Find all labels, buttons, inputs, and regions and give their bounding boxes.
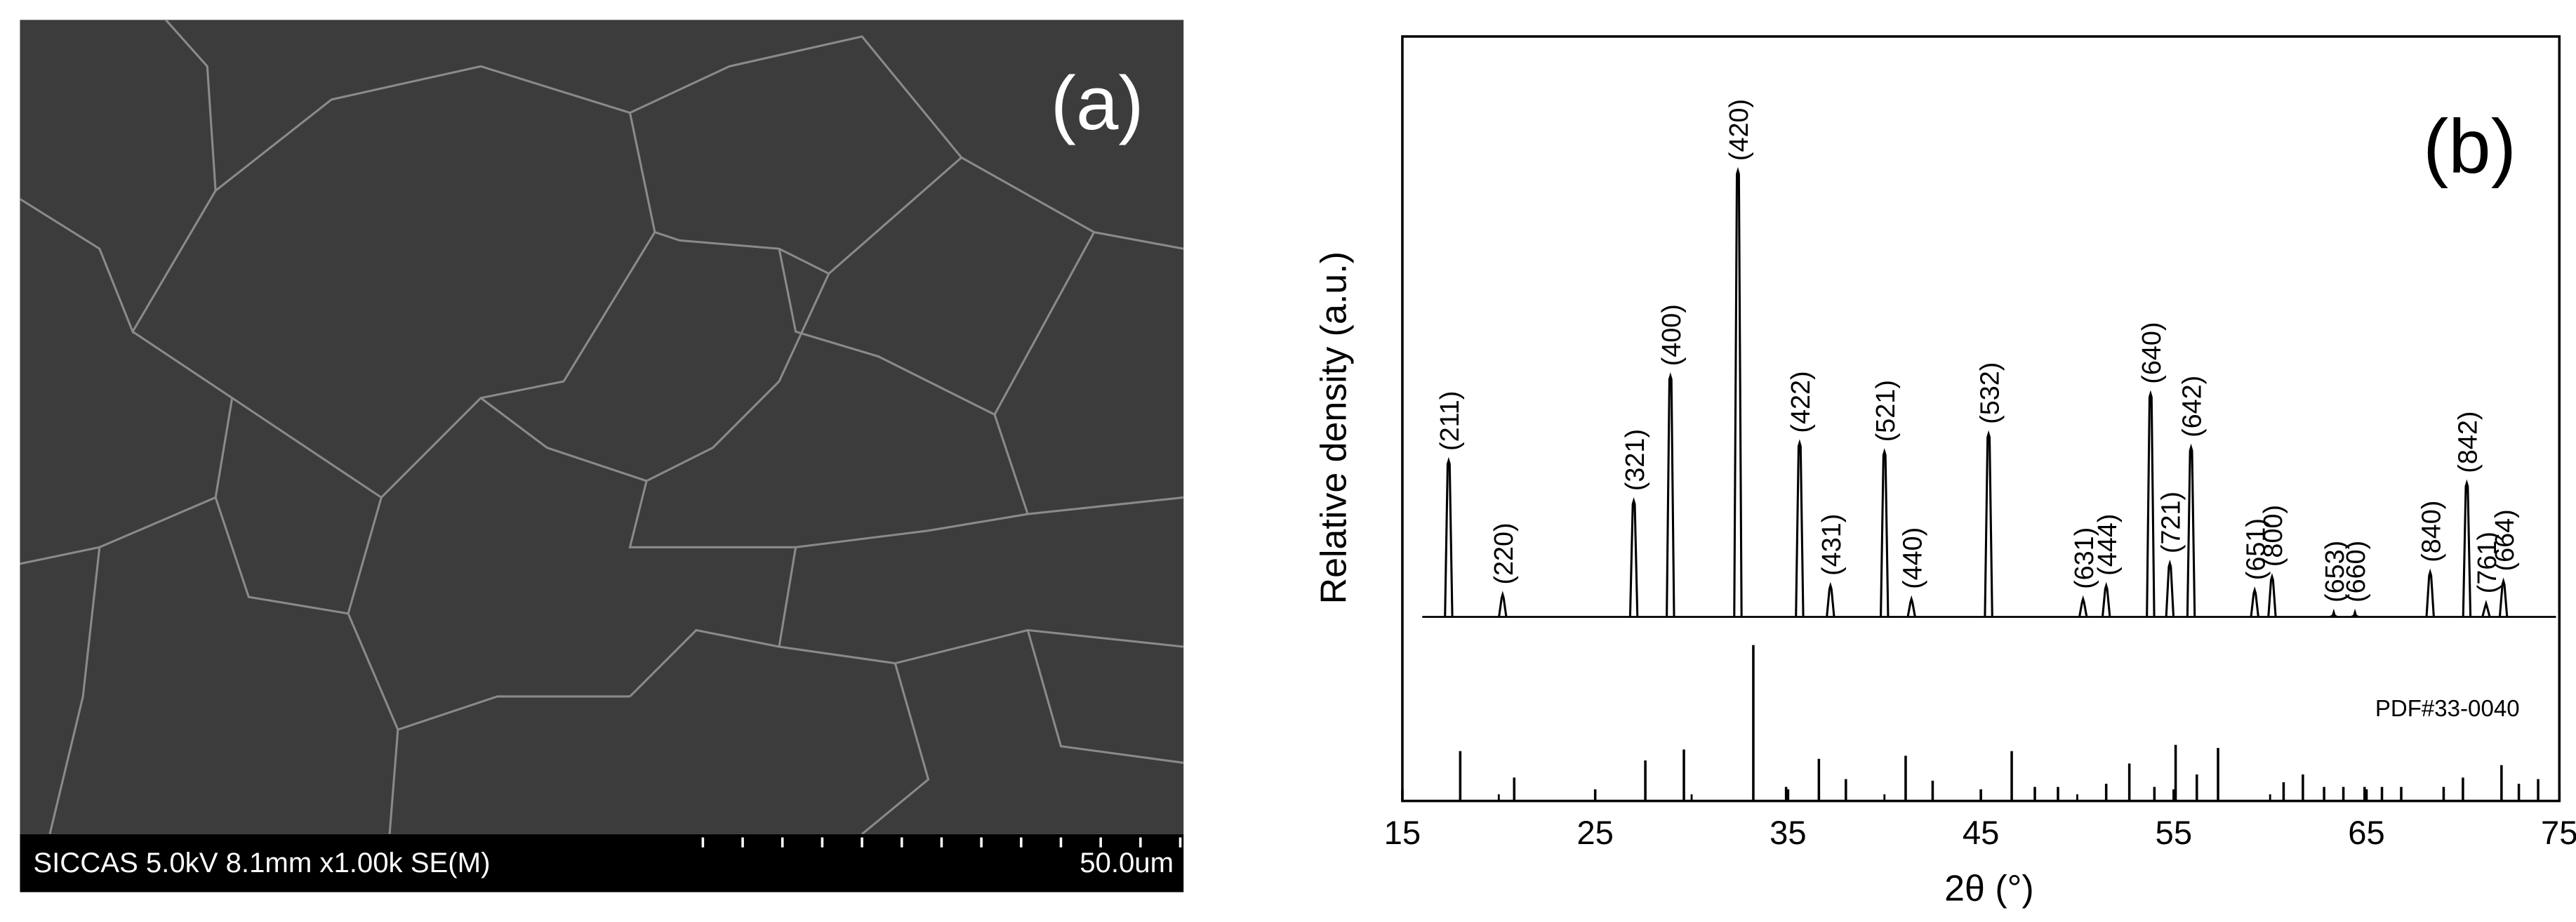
x-tick-label: 75 <box>2541 815 2576 852</box>
xrd-chart: (b) 2θ (°) Relative density (a.u.) PDF#3… <box>1314 35 2576 909</box>
scale-bar <box>701 837 1182 848</box>
x-tick-label: 35 <box>1770 815 1807 852</box>
grain-boundaries <box>19 19 1184 836</box>
peak-label: (721) <box>2157 492 2186 553</box>
peak-label: (800) <box>2259 505 2288 567</box>
panel-label: (b) <box>2423 105 2516 190</box>
peak <box>1826 581 1835 617</box>
x-tick-label: 15 <box>1384 815 1421 852</box>
peak-label: (211) <box>1435 391 1465 451</box>
peak <box>1733 166 1743 617</box>
peak <box>1795 439 1805 617</box>
scale-label: 50.0um <box>1080 847 1174 878</box>
peak <box>2165 559 2175 617</box>
peak <box>1666 372 1675 617</box>
peak-label: (664) <box>2490 509 2520 571</box>
peak-label: (440) <box>1898 527 1927 589</box>
peak-label: (842) <box>2454 411 2483 473</box>
peak-label: (653) <box>2321 541 2350 602</box>
x-tick-label: 25 <box>1576 815 1614 852</box>
sem-background <box>20 20 1184 834</box>
peak <box>2250 586 2259 617</box>
peak <box>2498 577 2509 617</box>
peak <box>2101 581 2111 617</box>
peak <box>2425 568 2435 617</box>
peak <box>2462 479 2472 617</box>
peak-label: (220) <box>1489 522 1519 584</box>
peak <box>2078 595 2088 617</box>
peak <box>2351 608 2359 618</box>
info-bar <box>20 834 1184 893</box>
peak-label: (521) <box>1871 380 1901 442</box>
peak <box>2267 572 2277 617</box>
reference-label: PDF#33-0040 <box>2375 696 2520 722</box>
peak <box>1444 456 1454 617</box>
x-tick-label: 65 <box>2348 815 2385 852</box>
peak <box>1880 448 1890 617</box>
peak <box>1628 496 1639 617</box>
peak <box>2481 600 2491 617</box>
peak-label: (420) <box>1725 99 1754 161</box>
peak-label: (761) <box>2473 532 2502 593</box>
peak-label: (321) <box>1621 429 1650 491</box>
peak-label: (631) <box>2070 527 2099 589</box>
peak-label: (642) <box>2178 376 2207 437</box>
peak-label: (532) <box>1975 362 2005 424</box>
peak <box>2186 443 2196 617</box>
peak <box>1498 591 1508 617</box>
panel-label: (a) <box>1051 61 1144 146</box>
peak-label: (431) <box>1817 514 1847 576</box>
peak-label: (640) <box>2137 322 2167 384</box>
peak-label: (422) <box>1786 371 1816 433</box>
peak <box>2330 608 2338 618</box>
peak-label: (660) <box>2342 541 2371 602</box>
peak-label: (400) <box>1657 304 1687 366</box>
x-tick-label: 45 <box>1963 815 2000 852</box>
peak <box>1984 430 1993 617</box>
y-axis-label: Relative density (a.u.) <box>1314 251 1355 604</box>
sem-image: SICCAS 5.0kV 8.1mm x1.00k SE(M) 50.0um (… <box>19 19 1184 893</box>
x-axis-label: 2θ (°) <box>1944 868 2034 909</box>
x-tick-label: 55 <box>2156 815 2193 852</box>
sem-info: SICCAS 5.0kV 8.1mm x1.00k SE(M) <box>33 847 490 878</box>
peak <box>2146 390 2156 617</box>
peak-label: (651) <box>2241 518 2271 580</box>
peak-label: (444) <box>2093 514 2123 576</box>
peak-label: (840) <box>2417 501 2446 562</box>
peak <box>1906 595 1916 617</box>
